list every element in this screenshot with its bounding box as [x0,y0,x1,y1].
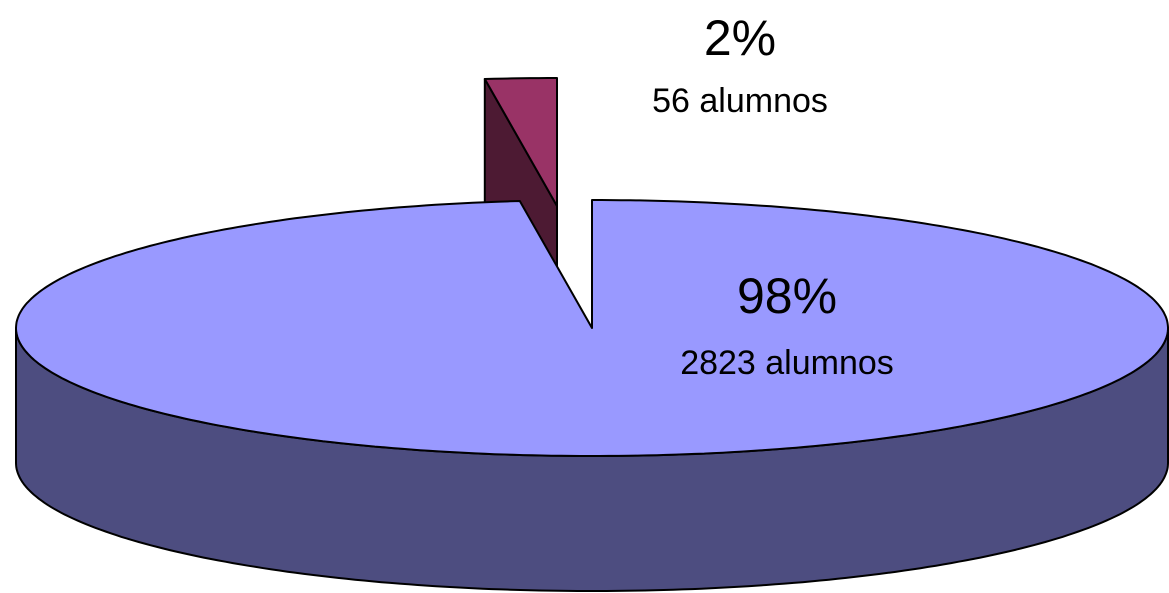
slice [483,77,558,207]
percent-label: 98% [737,268,837,324]
count-label: 2823 alumnos [680,344,894,382]
slice [15,199,1169,457]
percent-label: 2% [704,10,776,66]
count-label: 56 alumnos [652,82,828,120]
